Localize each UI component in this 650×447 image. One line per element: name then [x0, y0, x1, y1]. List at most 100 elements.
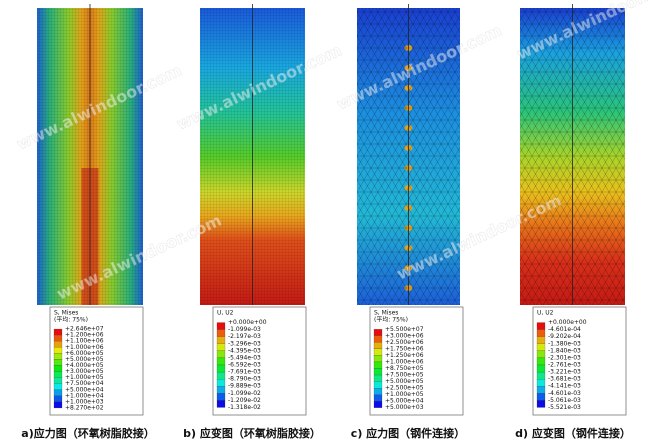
legend-swatch: [53, 359, 63, 366]
legend-swatch: [216, 350, 226, 359]
legend-swatch: [53, 371, 63, 378]
legend-swatch: [536, 393, 546, 401]
legend-label: +5.000e+04: [385, 398, 424, 405]
legend-swatch: [216, 336, 226, 344]
legend-label: +2.646e+07: [65, 326, 104, 333]
legend-label: -8.790e-03: [228, 376, 261, 383]
legend-swatch: [536, 400, 546, 408]
caption: a)应力图（环氧树脂胶接）: [21, 426, 154, 440]
legend-label: +0.000e+00: [548, 319, 587, 326]
legend-swatch: [373, 335, 383, 343]
legend-swatch: [373, 401, 383, 408]
legend-label: -1.380e-03: [548, 340, 581, 347]
legend-swatch: [536, 322, 546, 330]
legend-swatch: [373, 355, 383, 363]
legend-swatch: [373, 368, 383, 376]
legend-label: -9.202e-04: [548, 333, 581, 340]
legend-label: -1.840e-03: [548, 347, 581, 354]
legend-swatch: [216, 379, 226, 387]
legend-label: +3.000e+05: [65, 368, 104, 375]
legend-swatch: [536, 357, 546, 366]
legend-label: +7.500e+04: [65, 380, 104, 387]
legend-label: -4.601e-03: [548, 390, 581, 397]
legend-swatch: [216, 343, 226, 351]
legend-swatch: [53, 383, 63, 390]
legend-swatch: [216, 322, 226, 330]
legend-label: +0.000e+00: [228, 319, 267, 326]
legend-label: -3.681e-03: [548, 376, 581, 383]
legend-swatch: [536, 343, 546, 351]
legend-label: -1.099e-02: [228, 390, 261, 397]
legend-label: +2.500e+05: [385, 385, 424, 392]
legend-box: [212, 306, 307, 416]
legend-swatch: [216, 371, 226, 380]
legend-label: +3.000e+06: [385, 332, 424, 339]
legend-swatch: [216, 357, 226, 366]
legend-swatch: [216, 329, 226, 337]
legend-swatch: [536, 350, 546, 359]
legend-label: +5.000e+05: [385, 378, 424, 385]
legend-swatch: [536, 386, 546, 394]
legend-title: S, Mises: [374, 310, 398, 317]
legend-swatch: [373, 388, 383, 395]
legend-label: -3.296e-03: [228, 340, 261, 347]
legend-label: +8.750e+05: [385, 365, 424, 372]
legend-title: U, U2: [217, 310, 234, 317]
legend-swatch: [53, 335, 63, 342]
legend-label: +5.500e+07: [385, 326, 424, 333]
legend-swatch: [53, 341, 63, 348]
legend-label: +1.750e+06: [385, 345, 424, 352]
legend-label: -4.395e-03: [228, 347, 261, 354]
legend-label: -1.099e-03: [228, 326, 261, 333]
legend-swatch: [53, 395, 63, 402]
legend-label: -6.592e-03: [228, 362, 261, 369]
legend-box: [369, 306, 464, 416]
legend-subtitle: (平均: 75%): [54, 316, 88, 324]
legend-label: +7.500e+05: [385, 372, 424, 379]
legend-swatch: [373, 329, 383, 336]
legend-swatch: [216, 393, 226, 401]
legend-label: -7.691e-03: [228, 369, 261, 376]
legend-label: +1.000e+03: [65, 398, 104, 405]
legend-swatch: [373, 361, 383, 369]
legend-label: +1.000e+05: [65, 374, 104, 381]
legend-swatch: [373, 374, 383, 382]
legend-label: -2.301e-03: [548, 354, 581, 361]
legend-label: +2.500e+06: [385, 339, 424, 346]
legend-swatch: [536, 329, 546, 337]
legend-swatch: [373, 342, 383, 349]
legend-label: +1.000e+06: [385, 358, 424, 365]
legend-swatch: [53, 328, 63, 336]
legend-swatch: [373, 348, 383, 356]
legend-label: -1.318e-02: [228, 404, 261, 411]
legend-swatch: [53, 401, 63, 409]
legend-swatch: [53, 365, 63, 372]
legend-swatch: [536, 364, 546, 373]
legend-swatch: [53, 347, 63, 354]
legend-label: +5.000e+05: [65, 356, 104, 363]
legend-label: -2.197e-03: [228, 333, 261, 340]
legend-title: U, U2: [537, 310, 554, 317]
legend-label: -4.601e-04: [548, 326, 581, 333]
caption: d) 应变图（钢件连接）: [515, 426, 631, 440]
legend-label: -9.889e-03: [228, 383, 261, 390]
legend-label: +1.250e+06: [385, 352, 424, 359]
legend-label: +6.000e+05: [65, 350, 104, 357]
legend-label: +1.200e+06: [65, 332, 104, 339]
legend-swatch: [536, 379, 546, 387]
legend-label: -4.141e-03: [548, 383, 581, 390]
caption: b) 应变图（环氧树脂胶接）: [183, 426, 321, 440]
legend-label: +1.000e+05: [385, 391, 424, 398]
legend-label: -5.521e-03: [548, 404, 581, 411]
legend-swatch: [53, 353, 63, 360]
legend-swatch: [536, 371, 546, 380]
legend-swatch: [216, 364, 226, 373]
legend-swatch: [373, 381, 383, 389]
legend-swatch: [373, 394, 383, 402]
legend-label: +4.000e+05: [65, 362, 104, 369]
legend-label: -5.494e-03: [228, 354, 261, 361]
legend-box: [532, 306, 627, 416]
legend-label: +1.000e+06: [65, 344, 104, 351]
